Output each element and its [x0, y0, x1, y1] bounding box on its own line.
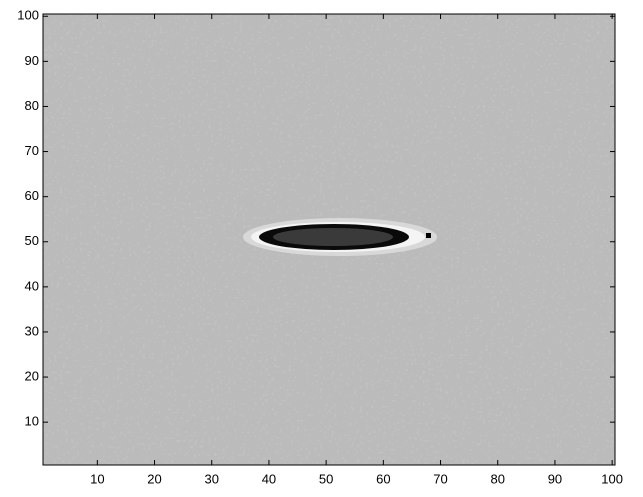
x-tick-label: 30 — [205, 471, 219, 486]
y-tick-label: 70 — [25, 143, 39, 158]
x-tick-label: 10 — [90, 471, 104, 486]
blob-core — [273, 228, 393, 246]
blob-speck — [426, 233, 431, 238]
x-tick-label: 100 — [601, 471, 623, 486]
x-tick-label: 60 — [376, 471, 390, 486]
x-tick-label: 90 — [548, 471, 562, 486]
y-tick-label: 80 — [25, 98, 39, 113]
y-tick-label: 40 — [25, 278, 39, 293]
image — [43, 14, 615, 465]
x-tick-label: 40 — [262, 471, 276, 486]
x-tick-label: 50 — [319, 471, 333, 486]
x-tick-label: 80 — [491, 471, 505, 486]
x-tick-label: 20 — [147, 471, 161, 486]
x-tick-label: 70 — [433, 471, 447, 486]
y-tick-label: 30 — [25, 323, 39, 338]
y-tick-label: 90 — [25, 53, 39, 68]
y-tick-label: 60 — [25, 188, 39, 203]
y-tick-label: 20 — [25, 368, 39, 383]
y-tick-label: 100 — [17, 8, 39, 23]
y-tick-label: 10 — [25, 414, 39, 429]
y-tick-label: 50 — [25, 233, 39, 248]
plot-frame — [42, 13, 616, 466]
